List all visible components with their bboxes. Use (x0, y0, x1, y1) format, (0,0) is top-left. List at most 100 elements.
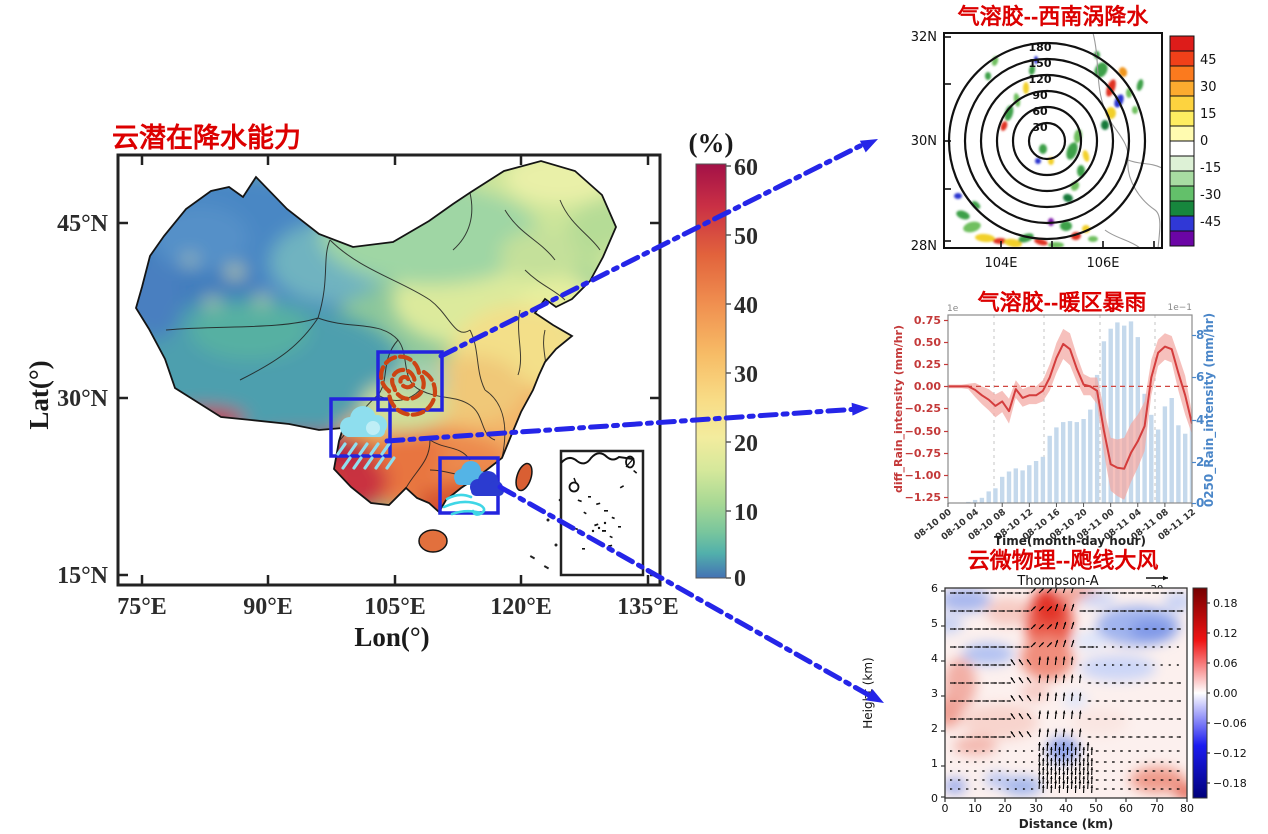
map-cb-60: 60 (734, 155, 758, 181)
lt-m025: −0.25 (905, 402, 941, 415)
diff-rain-uncertainty-band (948, 328, 1192, 500)
vortex-ytick-28n: 28N (911, 239, 937, 254)
map-ylabel: Lat(°) (24, 360, 54, 429)
vortex-xtick-106e: 106E (1086, 256, 1119, 271)
vcb-0: 0 (1200, 134, 1208, 149)
vcb-m30: -30 (1200, 188, 1221, 203)
contour-60: 60 (1032, 105, 1048, 118)
map-xlabel: Lon(°) (354, 622, 429, 652)
map-cb-50: 50 (734, 224, 758, 250)
rain-streaks (336, 442, 396, 470)
rt-0: 0 (1196, 496, 1204, 510)
connector-arrows (384, 140, 877, 701)
warm-rain-title: 气溶胶--暖区暴雨 (977, 290, 1147, 315)
vortex-panel-title: 气溶胶--西南涡降水 (957, 4, 1150, 29)
lt-m100: −1.00 (905, 469, 942, 482)
warm-rain-right-ylabel: 0250_Rain_intensity (mm/hr) (1202, 313, 1217, 507)
sy-2: 2 (931, 722, 938, 735)
map-title: 云潜在降水能力 (112, 122, 301, 153)
lt-025: 0.25 (914, 358, 941, 371)
vortex-ytick-32n: 32N (911, 30, 937, 45)
sx-70: 70 (1150, 802, 1164, 815)
china-map-panel: 云潜在降水能力 (24, 122, 758, 652)
wind-clouds-icon (442, 461, 504, 516)
map-cb-0: 0 (734, 566, 746, 592)
left-axis-scale: 1e (947, 304, 959, 314)
scb-m018: −0.18 (1213, 777, 1247, 790)
vortex-ytick-30n: 30N (911, 134, 937, 149)
sx-50: 50 (1089, 802, 1103, 815)
vortex-geo-borders (1092, 33, 1162, 248)
squall-xlabel: Distance (km) (1019, 817, 1113, 831)
sy-4: 4 (931, 652, 938, 665)
warm-rain-xlabel: Time(month-day hour) (994, 534, 1146, 548)
lat-tick-45n: 45°N (57, 211, 109, 237)
squall-colorbar: 0.18 0.12 0.06 0.00 −0.06 −0.12 −0.18 (1192, 587, 1247, 799)
lt-050: 0.50 (914, 336, 941, 349)
rt-6: 6 (1196, 370, 1204, 384)
scb-018: 0.18 (1213, 597, 1238, 610)
arrowhead-squall (865, 688, 884, 703)
south-china-sea-inset (559, 449, 645, 577)
connector-arrowheads (851, 139, 884, 703)
sx-30: 30 (1029, 802, 1043, 815)
map-cb-20: 20 (734, 431, 758, 457)
squall-axis-ticks (941, 590, 1188, 802)
rt-4: 4 (1196, 413, 1204, 427)
lon-tick-75e: 75°E (117, 594, 167, 620)
vcb-m15: -15 (1200, 161, 1221, 176)
scb-012: 0.12 (1213, 627, 1238, 640)
sy-3: 3 (931, 687, 938, 700)
arrowhead-warm-rain (851, 402, 869, 416)
inset-coastline (560, 452, 634, 465)
squall-title: 云微物理--飑线大风 (968, 548, 1159, 573)
vcb-15: 15 (1200, 107, 1217, 122)
sx-60: 60 (1119, 802, 1133, 815)
taiwan-island (515, 462, 533, 492)
squall-wind-arrows (950, 588, 1184, 794)
diff-rain-line (948, 342, 1192, 470)
vortex-contour-labels: 180 150 120 90 60 30 (1029, 41, 1052, 134)
arrow-to-warm-rain-panel (384, 406, 861, 444)
lon-tick-105e: 105°E (364, 594, 426, 620)
arrow-to-squall-panel (497, 484, 877, 701)
rt-8: 8 (1196, 328, 1204, 342)
squall-xticklabels: 0 10 20 30 40 50 60 70 80 (942, 802, 1195, 815)
vortex-colorbar (1169, 35, 1195, 247)
scb-000: 0.00 (1213, 687, 1238, 700)
sx-20: 20 (998, 802, 1012, 815)
map-cb-10: 10 (734, 500, 758, 526)
contour-180: 180 (1029, 41, 1052, 54)
warm-rain-left-ticklabels: 0.75 0.50 0.25 0.00 −0.25 −0.50 −0.75 −1… (905, 314, 942, 504)
sx-0: 0 (942, 802, 949, 815)
sx-40: 40 (1059, 802, 1073, 815)
box-warm-sector-rain (329, 397, 392, 458)
lt-m050: −0.50 (905, 425, 942, 438)
sx-80: 80 (1180, 802, 1194, 815)
vcb-m45: -45 (1200, 215, 1221, 230)
vortex-spiral-icon (379, 354, 438, 417)
squall-heatmap-field (945, 588, 1187, 798)
right-axis-scale: 1e−1 (1167, 303, 1192, 313)
lt-m075: −0.75 (905, 447, 941, 460)
sy-6: 6 (931, 582, 938, 595)
vortex-precip-panel: 气溶胶--西南涡降水 180 150 120 90 60 30 32N 30N … (911, 4, 1222, 271)
warm-rain-panel: 1e 1e−1 气溶胶--暖区暴雨 0.75 0.50 0.25 0.00 −0… (892, 290, 1217, 548)
lat-tick-15n: 15°N (57, 563, 109, 589)
warm-rain-left-ylabel: diff_Rain_intensity (mm/hr) (892, 325, 905, 493)
scb-m006: −0.06 (1213, 717, 1247, 730)
vcb-45: 45 (1200, 53, 1217, 68)
contour-30: 30 (1032, 121, 1048, 134)
lon-tick-135e: 135°E (617, 594, 679, 620)
vortex-anomaly-patches (954, 51, 1144, 248)
vcb-30: 30 (1200, 80, 1217, 95)
vortex-colorbar-labels: 45 30 15 0 -15 -30 -45 (1200, 53, 1221, 230)
map-colorbar: (%) 60 50 40 30 20 10 0 (689, 128, 758, 592)
vortex-xtick-104e: 104E (984, 256, 1017, 271)
hainan-island (418, 529, 448, 553)
warm-rain-right-ticklabels: 8 6 4 2 0 (1196, 328, 1204, 510)
map-cb-30: 30 (734, 362, 758, 388)
map-cb-40: 40 (734, 293, 758, 319)
